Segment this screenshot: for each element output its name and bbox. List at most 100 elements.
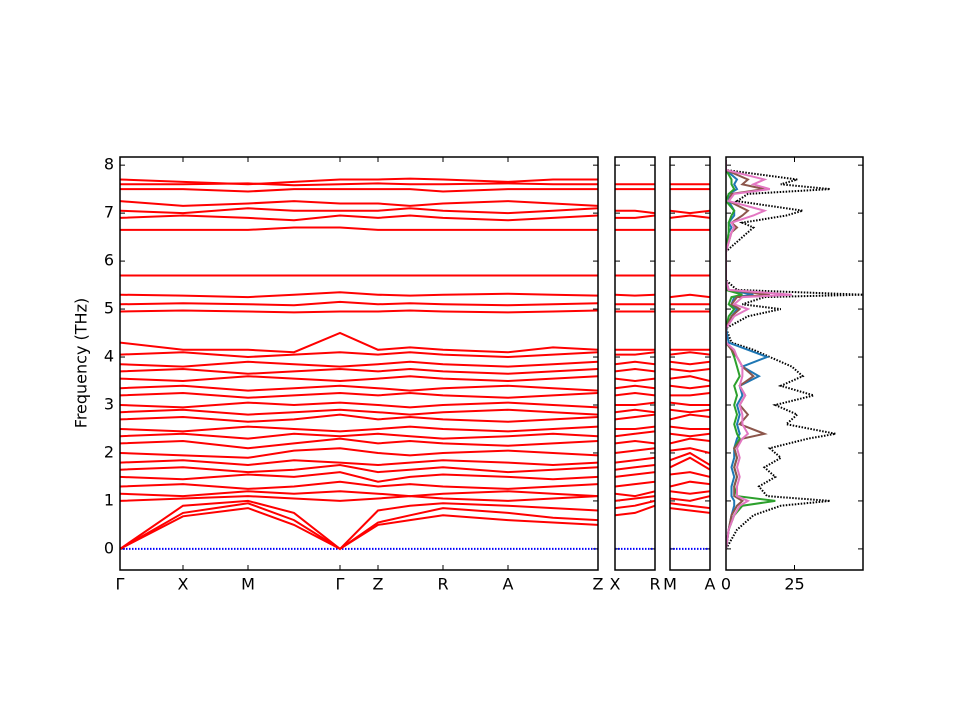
- band-line: [120, 177, 598, 186]
- band-line: [120, 375, 598, 383]
- band-line: [615, 408, 655, 414]
- band-line: [120, 391, 598, 399]
- band-line: [615, 377, 655, 383]
- band-line: [670, 451, 710, 466]
- band-line: [615, 490, 655, 498]
- band-line: [120, 425, 598, 433]
- band-line: [120, 447, 598, 459]
- band-line: [120, 309, 598, 314]
- band-line: [120, 360, 598, 368]
- panel-frame: [725, 156, 864, 571]
- band-line: [615, 504, 655, 517]
- band-line: [120, 495, 598, 502]
- band-line: [615, 413, 655, 421]
- band-line: [670, 375, 710, 382]
- y-tick-label: 2: [104, 442, 114, 461]
- panel-frame: [669, 156, 711, 571]
- band-line: [615, 471, 655, 478]
- band-line: [670, 437, 710, 445]
- band-line: [615, 425, 655, 430]
- band-line: [670, 502, 710, 510]
- y-tick-label: 5: [104, 299, 114, 318]
- band-line: [615, 464, 655, 471]
- x-tick-label: Γ: [336, 575, 345, 594]
- band-line: [615, 499, 655, 510]
- x-tick-label: M: [663, 575, 677, 594]
- band-line: [670, 490, 710, 495]
- band-line: [670, 471, 710, 478]
- x-tick-label: 25: [784, 575, 804, 594]
- band-line: [615, 456, 655, 464]
- dos-line: [726, 160, 863, 550]
- band-line: [120, 408, 598, 416]
- dos-line: [726, 160, 792, 550]
- band-line: [670, 408, 710, 414]
- band-line: [670, 401, 710, 406]
- x-tick-label: X: [610, 575, 621, 594]
- band-line: [615, 391, 655, 397]
- band-line: [120, 413, 598, 423]
- band-line: [120, 200, 598, 207]
- band-line: [120, 463, 598, 474]
- band-line: [670, 384, 710, 390]
- band-line: [670, 360, 710, 366]
- band-line: [120, 499, 598, 551]
- x-tick-label: Z: [593, 575, 604, 594]
- band-line: [120, 291, 598, 299]
- band-line: [120, 401, 598, 409]
- band-line: [615, 384, 655, 390]
- band-line: [120, 182, 598, 187]
- band-line: [120, 502, 598, 551]
- band-line: [670, 425, 710, 430]
- x-tick-label: X: [178, 575, 189, 594]
- band-line: [615, 293, 655, 297]
- band-line: [120, 331, 598, 354]
- band-line: [120, 480, 598, 490]
- band-line: [120, 437, 598, 450]
- band-line: [615, 360, 655, 366]
- band-line: [120, 384, 598, 392]
- y-tick-label: 6: [104, 251, 114, 270]
- band-line: [615, 401, 655, 406]
- x-tick-label: Z: [373, 575, 384, 594]
- band-line: [120, 490, 598, 498]
- y-tick-label: 4: [104, 347, 114, 366]
- band-line: [670, 413, 710, 421]
- band-line: [670, 351, 710, 356]
- band-line: [670, 214, 710, 219]
- x-tick-label: 0: [721, 575, 731, 594]
- x-tick-label: Γ: [116, 575, 125, 594]
- y-tick-label: 1: [104, 490, 114, 509]
- x-tick-label: R: [437, 575, 448, 594]
- panel-frame: [119, 156, 599, 571]
- band-line: [120, 432, 598, 440]
- band-line: [670, 368, 710, 373]
- x-tick-label: A: [705, 575, 716, 594]
- band-line: [670, 456, 710, 471]
- panel-frame: [614, 156, 656, 571]
- band-line: [615, 214, 655, 219]
- band-line: [615, 430, 655, 438]
- band-line: [670, 432, 710, 438]
- band-line: [615, 447, 655, 454]
- band-line: [615, 495, 655, 502]
- x-tick-label: M: [241, 575, 255, 594]
- y-tick-label: 8: [104, 155, 114, 174]
- y-axis-label: Frequency (THz): [72, 298, 91, 428]
- band-line: [615, 209, 655, 215]
- band-line: [120, 207, 598, 215]
- band-line: [120, 214, 598, 222]
- band-line: [670, 293, 710, 299]
- band-line: [670, 392, 710, 397]
- band-line: [670, 507, 710, 514]
- band-line: [615, 351, 655, 356]
- band-line: [670, 447, 710, 454]
- band-line: [615, 439, 655, 445]
- band-line: [615, 367, 655, 373]
- band-line: [120, 471, 598, 483]
- band-line: [120, 226, 598, 231]
- band-line: [670, 495, 710, 502]
- band-line: [120, 367, 598, 375]
- band-line: [615, 480, 655, 488]
